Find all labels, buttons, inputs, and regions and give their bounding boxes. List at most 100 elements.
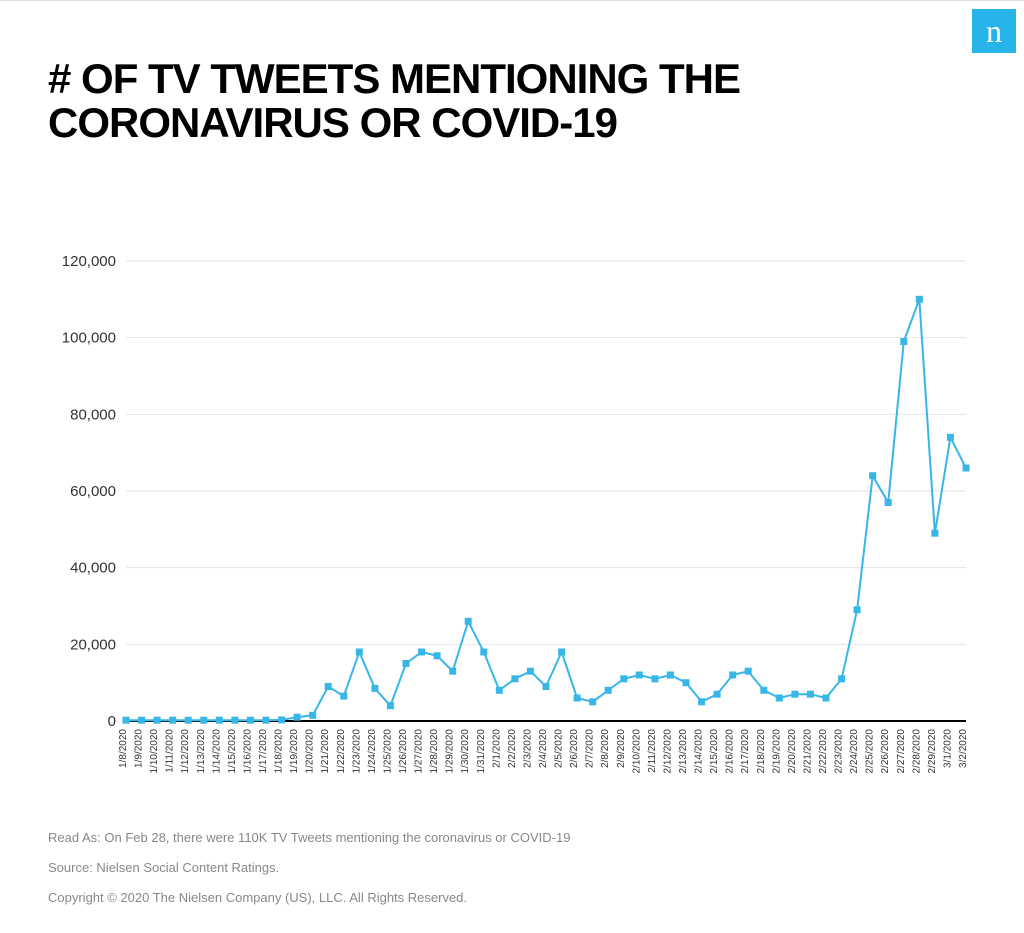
x-tick-label: 2/1/2020 bbox=[491, 729, 502, 768]
data-point bbox=[683, 679, 690, 686]
data-point bbox=[465, 618, 472, 625]
read-as-note: Read As: On Feb 28, there were 110K TV T… bbox=[48, 823, 976, 853]
data-point bbox=[931, 530, 938, 537]
x-tick-label: 1/22/2020 bbox=[336, 729, 347, 774]
data-point bbox=[558, 649, 565, 656]
data-point bbox=[169, 717, 176, 724]
data-point bbox=[154, 717, 161, 724]
x-tick-label: 1/13/2020 bbox=[196, 729, 207, 774]
chart-title: # OF TV TWEETS MENTIONING THE CORONAVIRU… bbox=[48, 57, 964, 145]
x-tick-label: 2/26/2020 bbox=[880, 729, 891, 774]
data-point bbox=[605, 687, 612, 694]
data-point bbox=[340, 693, 347, 700]
data-point bbox=[387, 702, 394, 709]
data-point bbox=[263, 717, 270, 724]
y-tick-label: 40,000 bbox=[70, 560, 116, 577]
data-point bbox=[185, 717, 192, 724]
data-point bbox=[309, 712, 316, 719]
data-point bbox=[543, 683, 550, 690]
data-point bbox=[371, 685, 378, 692]
y-tick-label: 0 bbox=[108, 713, 116, 730]
x-tick-label: 1/25/2020 bbox=[382, 729, 393, 774]
x-tick-label: 2/2/2020 bbox=[507, 729, 518, 768]
x-tick-label: 1/12/2020 bbox=[180, 729, 191, 774]
data-point bbox=[885, 499, 892, 506]
data-point bbox=[356, 649, 363, 656]
data-point bbox=[854, 606, 861, 613]
x-tick-label: 2/12/2020 bbox=[662, 729, 673, 774]
data-point bbox=[449, 668, 456, 675]
x-tick-label: 3/1/2020 bbox=[942, 729, 953, 768]
x-tick-label: 1/10/2020 bbox=[149, 729, 160, 774]
x-tick-label: 2/29/2020 bbox=[927, 729, 938, 774]
x-tick-label: 1/19/2020 bbox=[289, 729, 300, 774]
data-point bbox=[216, 717, 223, 724]
data-point bbox=[900, 338, 907, 345]
data-point bbox=[200, 717, 207, 724]
data-point bbox=[589, 698, 596, 705]
data-point bbox=[138, 717, 145, 724]
data-point bbox=[963, 465, 970, 472]
x-tick-label: 1/17/2020 bbox=[258, 729, 269, 774]
x-tick-label: 2/5/2020 bbox=[554, 729, 565, 768]
x-tick-label: 2/25/2020 bbox=[865, 729, 876, 774]
data-point bbox=[807, 691, 814, 698]
x-tick-label: 2/9/2020 bbox=[616, 729, 627, 768]
x-tick-label: 2/22/2020 bbox=[818, 729, 829, 774]
data-point bbox=[294, 714, 301, 721]
x-tick-label: 1/9/2020 bbox=[134, 729, 145, 768]
x-tick-label: 1/30/2020 bbox=[460, 729, 471, 774]
x-tick-label: 1/14/2020 bbox=[211, 729, 222, 774]
x-tick-label: 2/10/2020 bbox=[631, 729, 642, 774]
y-tick-label: 20,000 bbox=[70, 636, 116, 653]
data-point bbox=[714, 691, 721, 698]
data-point bbox=[776, 695, 783, 702]
data-point bbox=[434, 652, 441, 659]
data-point bbox=[480, 649, 487, 656]
data-point bbox=[496, 687, 503, 694]
data-point bbox=[745, 668, 752, 675]
x-tick-label: 1/28/2020 bbox=[429, 729, 440, 774]
x-tick-label: 2/17/2020 bbox=[740, 729, 751, 774]
data-point bbox=[527, 668, 534, 675]
x-tick-label: 2/20/2020 bbox=[787, 729, 798, 774]
data-point bbox=[667, 672, 674, 679]
x-tick-label: 2/3/2020 bbox=[522, 729, 533, 768]
y-tick-label: 100,000 bbox=[62, 330, 116, 347]
x-tick-label: 2/18/2020 bbox=[756, 729, 767, 774]
data-point bbox=[231, 717, 238, 724]
chart-plot-area: 020,00040,00060,00080,000100,000120,0001… bbox=[48, 251, 976, 811]
data-point bbox=[651, 675, 658, 682]
data-point bbox=[247, 717, 254, 724]
data-point bbox=[760, 687, 767, 694]
source-note: Source: Nielsen Social Content Ratings. bbox=[48, 853, 976, 883]
x-tick-label: 2/28/2020 bbox=[911, 729, 922, 774]
x-tick-label: 2/21/2020 bbox=[802, 729, 813, 774]
x-tick-label: 3/2/2020 bbox=[958, 729, 969, 768]
data-point bbox=[729, 672, 736, 679]
data-point bbox=[698, 698, 705, 705]
x-tick-label: 2/27/2020 bbox=[896, 729, 907, 774]
x-tick-label: 2/13/2020 bbox=[678, 729, 689, 774]
data-point bbox=[869, 472, 876, 479]
x-tick-label: 1/23/2020 bbox=[351, 729, 362, 774]
chart-container: n # OF TV TWEETS MENTIONING THE CORONAVI… bbox=[0, 0, 1024, 933]
x-tick-label: 2/11/2020 bbox=[647, 729, 658, 773]
x-tick-label: 1/20/2020 bbox=[305, 729, 316, 774]
chart-footer: Read As: On Feb 28, there were 110K TV T… bbox=[48, 823, 976, 913]
x-tick-label: 2/8/2020 bbox=[600, 729, 611, 768]
data-point bbox=[838, 675, 845, 682]
data-point bbox=[791, 691, 798, 698]
x-tick-label: 2/19/2020 bbox=[771, 729, 782, 774]
data-point bbox=[403, 660, 410, 667]
data-point bbox=[636, 672, 643, 679]
x-tick-label: 2/6/2020 bbox=[569, 729, 580, 768]
copyright-note: Copyright © 2020 The Nielsen Company (US… bbox=[48, 883, 976, 913]
y-tick-label: 60,000 bbox=[70, 483, 116, 500]
data-point bbox=[947, 434, 954, 441]
x-tick-label: 1/27/2020 bbox=[414, 729, 425, 774]
x-tick-label: 1/24/2020 bbox=[367, 729, 378, 774]
data-point bbox=[278, 716, 285, 723]
y-tick-label: 120,000 bbox=[62, 253, 116, 270]
data-point bbox=[916, 296, 923, 303]
